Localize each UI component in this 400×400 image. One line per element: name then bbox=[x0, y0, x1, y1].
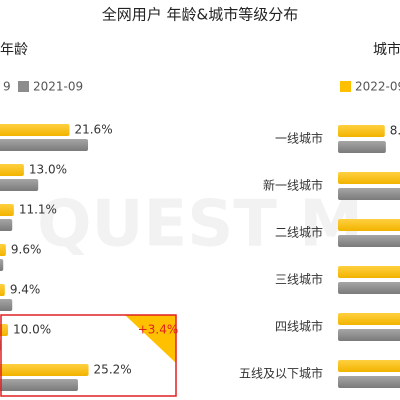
value-label: 21.6% bbox=[74, 123, 112, 137]
value-label: 9.6% bbox=[11, 243, 42, 257]
bar bbox=[338, 360, 400, 372]
category-label: 新一线城市 bbox=[263, 178, 323, 193]
bar bbox=[0, 364, 89, 376]
subtitle: 城市 bbox=[373, 41, 400, 58]
value-label: 10.0% bbox=[13, 323, 51, 337]
bar bbox=[338, 282, 400, 294]
bar bbox=[0, 204, 14, 216]
bar bbox=[338, 313, 400, 325]
legend-label: 2021-09 bbox=[33, 80, 83, 94]
annotation: +3.4% bbox=[138, 323, 179, 337]
bar bbox=[0, 379, 78, 391]
value-label: 8. bbox=[390, 124, 400, 138]
bar bbox=[0, 324, 8, 336]
chart-title: 全网用户 年龄&城市等级分布 bbox=[102, 6, 298, 24]
subtitle: 年龄 bbox=[0, 42, 28, 58]
bar bbox=[0, 259, 4, 271]
bar bbox=[0, 244, 6, 256]
bar bbox=[0, 124, 70, 136]
category-label: 五线及以下城市 bbox=[239, 366, 323, 381]
bar bbox=[338, 376, 400, 388]
legend-swatch bbox=[18, 81, 29, 92]
value-label: 9.4% bbox=[10, 283, 41, 297]
legend-label: 9 bbox=[3, 80, 11, 94]
bar bbox=[0, 299, 13, 311]
annotation-box bbox=[0, 314, 177, 397]
bar bbox=[0, 179, 39, 191]
bar bbox=[338, 266, 400, 278]
bar bbox=[338, 125, 385, 137]
bar bbox=[338, 329, 400, 341]
category-label: 二线城市 bbox=[275, 225, 323, 240]
category-label: 一线城市 bbox=[275, 131, 323, 146]
bar bbox=[338, 141, 386, 153]
bar bbox=[0, 284, 5, 296]
bar bbox=[338, 219, 400, 231]
value-label: 25.2% bbox=[94, 363, 132, 377]
bar bbox=[338, 172, 400, 184]
category-label: 三线城市 bbox=[275, 272, 323, 287]
legend-label: 2022-09 bbox=[355, 80, 400, 94]
bar bbox=[0, 164, 24, 176]
annotation-corner bbox=[125, 315, 176, 363]
bar bbox=[338, 235, 400, 247]
watermark: QUEST M bbox=[37, 188, 363, 262]
bar bbox=[0, 219, 13, 231]
bar bbox=[0, 139, 89, 151]
legend-swatch bbox=[340, 81, 351, 92]
category-label: 四线城市 bbox=[275, 319, 323, 334]
value-label: 13.0% bbox=[29, 163, 67, 177]
value-label: 11.1% bbox=[19, 203, 57, 217]
bar bbox=[338, 188, 400, 200]
